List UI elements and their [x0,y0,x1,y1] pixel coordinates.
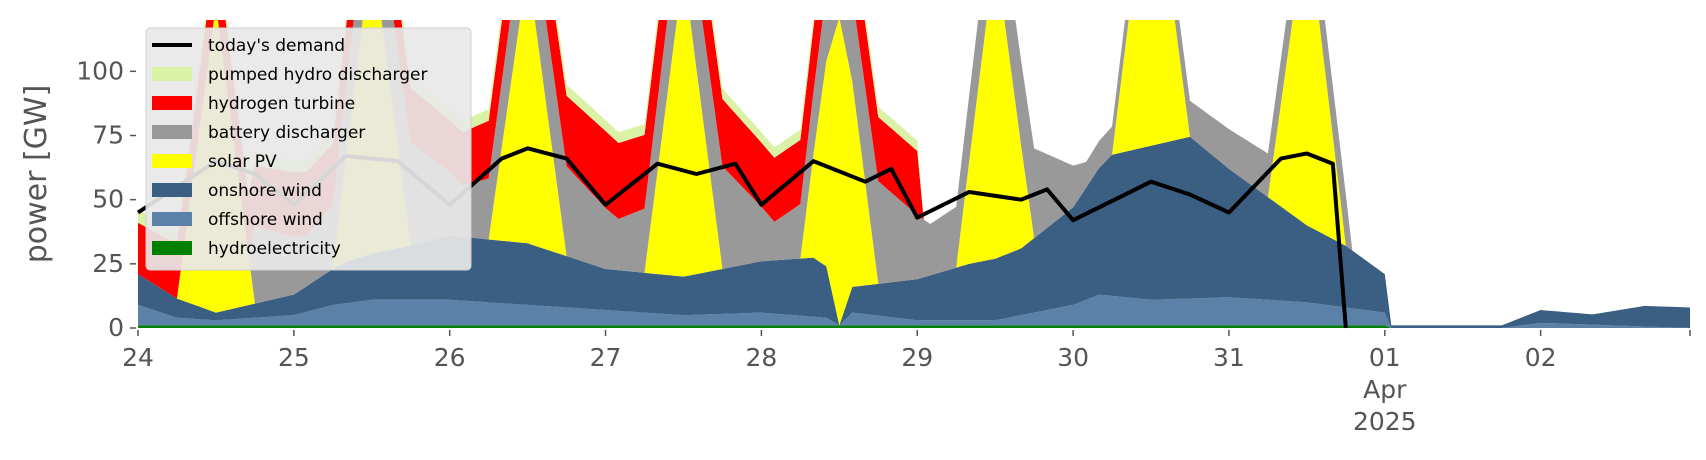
legend-label: pumped hydro discharger [208,65,427,85]
legend-swatch [152,125,192,139]
legend-swatch [152,96,192,110]
area-hydroelectricity [138,325,1690,328]
x-tick-label: 27 [590,343,622,372]
y-tick-label: 100 [76,56,124,85]
x-tick-label: 28 [745,343,777,372]
y-axis-label: power [GW] [19,85,54,264]
axes: 0 25 50 75 100 24 25 26 27 28 29 30 31 01 Apr 2025 02 pow… [19,56,1691,436]
x-tick-label: 30 [1057,343,1089,372]
x-tick-label: 24 [122,343,154,372]
x-tick-label: 29 [901,343,933,372]
x-tick-sublabel-month: Apr [1363,375,1407,404]
legend-label: today's demand [208,36,345,56]
y-tick-label: 50 [92,185,124,214]
area-onshore-wind [138,136,1690,328]
legend: today's demand pumped hydro discharger hyd… [145,27,472,271]
x-tick-label: 31 [1213,343,1245,372]
x-tick-label: 26 [434,343,466,372]
legend-swatch [152,241,192,255]
legend-label: hydrogen turbine [208,94,355,114]
y-tick-label: 25 [92,249,124,278]
legend-label: battery discharger [208,123,365,143]
x-tick-sublabel-year: 2025 [1353,407,1417,436]
legend-swatch [152,154,192,168]
legend-swatch [152,212,192,226]
y-tick-label: 75 [92,121,124,150]
legend-label: hydroelectricity [208,239,341,259]
x-tick-label: 02 [1525,343,1557,372]
legend-swatch [152,67,192,81]
area-hydrogen-turbine [138,20,1690,326]
x-tick-label: 01 [1369,343,1401,372]
area-solar-PV [138,20,1690,326]
area-offshore-wind [138,294,1690,328]
legend-swatch [152,183,192,197]
legend-label: offshore wind [208,210,323,230]
y-tick-label: 0 [108,313,124,342]
legend-label: solar PV [208,152,277,172]
legend-label: onshore wind [208,181,322,201]
legend-box [145,27,472,271]
x-tick-label: 25 [278,343,310,372]
